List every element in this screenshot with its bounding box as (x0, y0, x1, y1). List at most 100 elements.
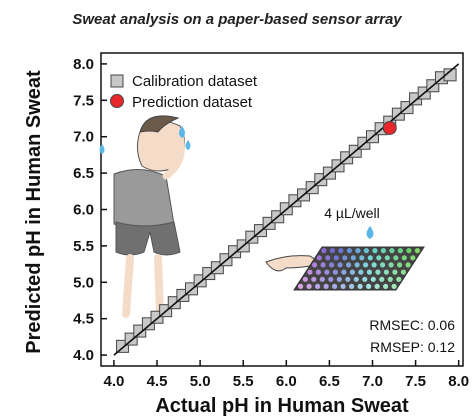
sensor-well (414, 248, 420, 254)
sensor-well (366, 283, 372, 289)
y-tick-label: 4.0 (73, 347, 94, 364)
sensor-well (397, 262, 403, 268)
y-tick-label: 6.0 (73, 202, 94, 219)
x-axis-label: Actual pH in Human Sweat (155, 395, 409, 417)
sensor-well (372, 248, 378, 254)
chart-title: Sweat analysis on a paper-based sensor a… (72, 11, 402, 28)
calibration-point (443, 68, 457, 82)
prediction-point (382, 120, 397, 135)
sensor-well (380, 262, 386, 268)
legend-calibration-marker (110, 74, 124, 88)
sensor-well (319, 276, 325, 282)
sensor-well (337, 262, 343, 268)
sensor-well (315, 269, 321, 275)
sensor-well (333, 255, 339, 261)
y-axis-label: Predicted pH in Human Sweat (23, 70, 45, 354)
legend: Calibration dataset Prediction dataset (110, 73, 258, 111)
y-tick-label: 6.5 (73, 165, 94, 182)
sensor-well (350, 255, 356, 261)
y-axis-ticks: 4.0 4.5 5.0 5.5 6.0 6.5 7.0 7.5 8.0 (73, 56, 107, 364)
sensor-well (371, 262, 377, 268)
sensor-well (306, 283, 312, 289)
x-tick-label: 5.0 (190, 373, 211, 390)
y-tick-label: 5.5 (73, 238, 94, 255)
sensor-well (357, 283, 363, 289)
x-axis-ticks: 4.0 4.5 5.0 5.5 6.0 6.5 7.0 7.5 8.0 (103, 360, 469, 390)
sensor-well (329, 248, 335, 254)
sensor-well (400, 269, 406, 275)
sensor-well (392, 269, 398, 275)
sensor-well (363, 262, 369, 268)
sensor-well (406, 248, 412, 254)
sensor-well (312, 262, 318, 268)
sensor-well (302, 276, 308, 282)
sensor-well (342, 255, 348, 261)
sensor-well (359, 255, 365, 261)
sensor-well (349, 269, 355, 275)
sensor-well (397, 248, 403, 254)
sensor-well (311, 276, 317, 282)
sensor-well (341, 269, 347, 275)
sensor-well (346, 248, 352, 254)
x-tick-label: 7.0 (362, 373, 383, 390)
sensor-well (388, 262, 394, 268)
sensor-well (370, 276, 376, 282)
sensor-well (405, 262, 411, 268)
x-tick-label: 7.5 (405, 373, 426, 390)
sensor-well (332, 283, 338, 289)
sensor-well (329, 262, 335, 268)
sensor-well (340, 283, 346, 289)
sensor-well (332, 269, 338, 275)
sensor-well (328, 276, 334, 282)
sensor-well (324, 269, 330, 275)
fit-line (113, 63, 460, 356)
sensor-well (374, 283, 380, 289)
sensor-well (362, 276, 368, 282)
sensor-well (383, 283, 389, 289)
sensor-well (396, 276, 402, 282)
sweating-person-illustration (99, 115, 191, 318)
sensor-well (375, 269, 381, 275)
x-tick-label: 5.5 (233, 373, 254, 390)
sensor-well (367, 255, 373, 261)
sensor-well (387, 276, 393, 282)
sensor-well (338, 248, 344, 254)
y-tick-label: 7.0 (73, 129, 94, 146)
sensor-well (391, 283, 397, 289)
sensor-well (355, 248, 361, 254)
sensor-well (383, 269, 389, 275)
droplet-icon (366, 226, 374, 239)
sensor-well (323, 283, 329, 289)
sensor-well (354, 262, 360, 268)
sensor-well (346, 262, 352, 268)
prediction-points (382, 120, 397, 135)
sensor-well (389, 248, 395, 254)
x-tick-label: 4.0 (103, 373, 124, 390)
y-tick-label: 7.5 (73, 92, 94, 109)
sensor-well (363, 248, 369, 254)
rmsep-label: RMSEP: 0.12 (370, 339, 455, 355)
sensor-well (358, 269, 364, 275)
sensor-well (336, 276, 342, 282)
sensor-well (321, 248, 327, 254)
sensor-well (384, 255, 390, 261)
sensor-well (315, 283, 321, 289)
sensor-well (349, 283, 355, 289)
sensor-array-plate-illustration (265, 246, 425, 291)
rmsec-label: RMSEC: 0.06 (369, 317, 455, 333)
sensor-well (307, 269, 313, 275)
sensor-well (379, 276, 385, 282)
sensor-well (345, 276, 351, 282)
sensor-well (401, 255, 407, 261)
legend-prediction-label: Prediction dataset (132, 94, 253, 111)
volume-annotation: 4 µL/well (324, 205, 380, 221)
sensor-well (376, 255, 382, 261)
x-tick-label: 4.5 (147, 373, 168, 390)
sensor-well (325, 255, 331, 261)
y-tick-label: 4.5 (73, 311, 94, 328)
sensor-well (380, 248, 386, 254)
sensor-plate (293, 246, 425, 291)
sensor-well (410, 255, 416, 261)
sensor-well (320, 262, 326, 268)
